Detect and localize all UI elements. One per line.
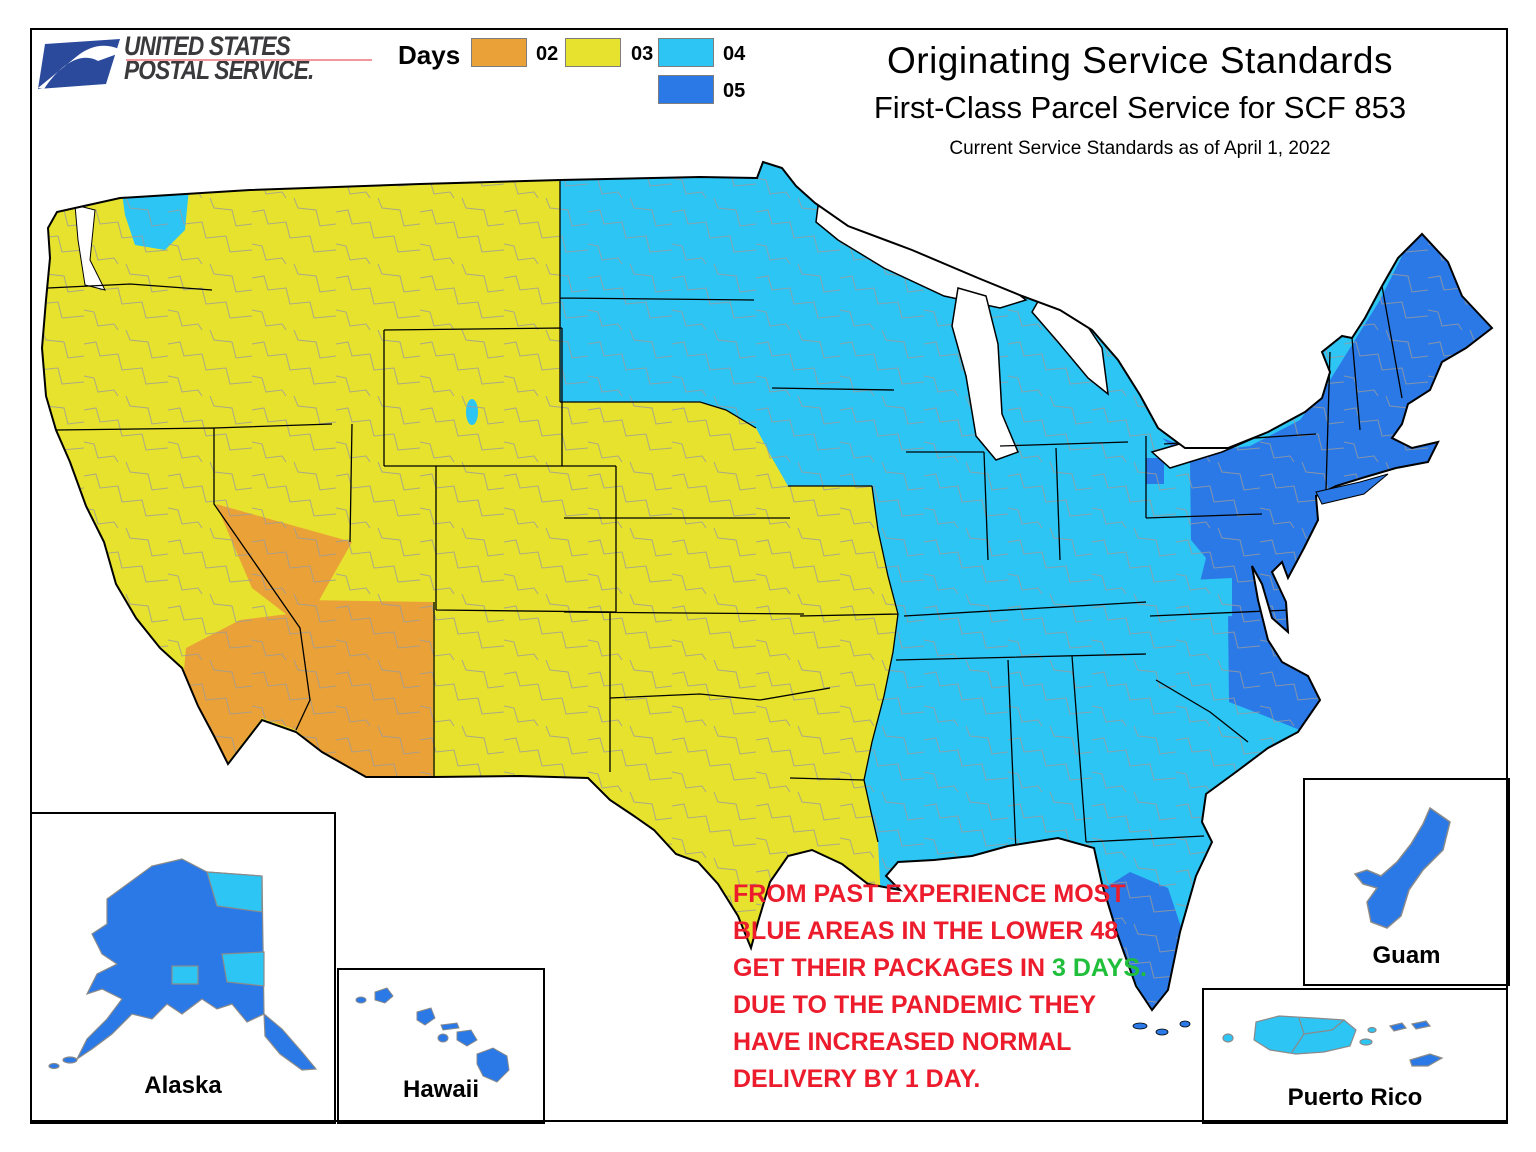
legend-swatch-04 [658, 38, 714, 67]
annotation-after: DUE TO THE PANDEMIC THEY HAVE INCREASED … [733, 991, 1096, 1093]
legend-swatch-05 [658, 75, 714, 104]
legend-value-03: 03 [631, 43, 654, 65]
state-borders [47, 180, 1403, 853]
hawaii-map [355, 987, 510, 1083]
annotation-before: FROM PAST EXPERIENCE MOST BLUE AREAS IN … [733, 880, 1126, 982]
inset-label-alaska: Alaska [144, 1072, 222, 1099]
legend-swatch-02 [471, 38, 527, 67]
legend-title: Days [398, 40, 461, 70]
usps-logo-line2: POSTAL SERVICE. [124, 55, 314, 85]
inset-alaska: Alaska [30, 812, 336, 1124]
annotation-highlight: 3 DAYS. [1052, 954, 1147, 982]
us-coastline [40, 160, 1494, 1012]
lake-michigan [951, 287, 1019, 461]
legend-value-05: 05 [723, 80, 746, 102]
pandemic-delivery-annotation: FROM PAST EXPERIENCE MOST BLUE AREAS IN … [733, 876, 1165, 1098]
guam-map [1353, 806, 1451, 929]
usps-logo-red-rule [126, 59, 372, 61]
legend-swatch-03 [565, 38, 621, 67]
inset-puerto-rico: Puerto Rico [1202, 988, 1508, 1124]
inset-label-puerto-rico: Puerto Rico [1287, 1084, 1423, 1111]
legend-value-02: 02 [536, 43, 559, 65]
usps-eagle-icon [38, 39, 120, 89]
inset-hawaii: Hawaii [337, 968, 545, 1124]
standards-date-note: Current Service Standards as of April 1,… [949, 138, 1331, 159]
page-subtitle: First-Class Parcel Service for SCF 853 [873, 90, 1407, 125]
florida-keys [1132, 1020, 1191, 1036]
puget-sound [74, 204, 106, 291]
usps-logo-line1: UNITED STATES [124, 31, 291, 61]
map-titles: Originating Service Standards First-Clas… [850, 40, 1430, 160]
inset-label-guam: Guam [1372, 942, 1441, 969]
legend-value-04: 04 [723, 43, 746, 65]
puerto-rico-map [1222, 1015, 1444, 1067]
usps-logo-text: UNITED STATES POSTAL SERVICE. [124, 31, 314, 85]
inset-guam: Guam [1303, 778, 1510, 986]
long-island [1315, 473, 1389, 505]
alaska-map [48, 858, 318, 1071]
inset-label-hawaii: Hawaii [402, 1076, 480, 1103]
page-title: Originating Service Standards [886, 40, 1394, 81]
